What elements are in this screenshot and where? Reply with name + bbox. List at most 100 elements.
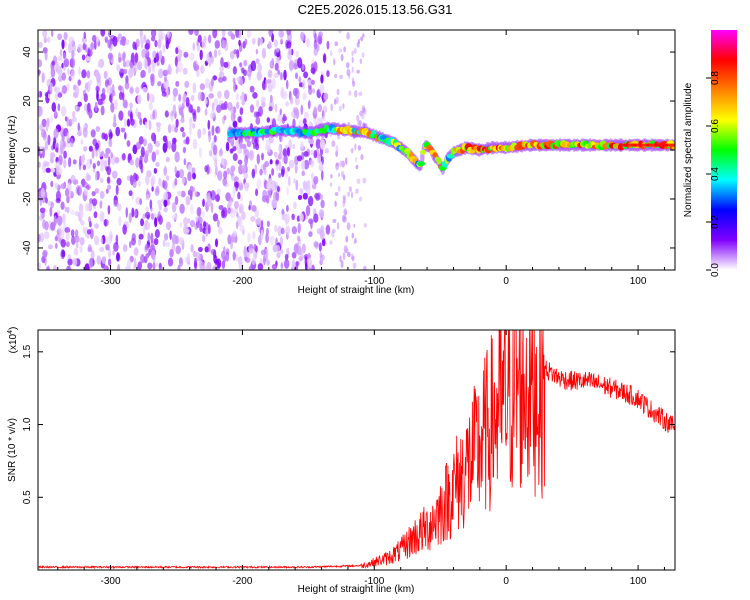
spectrogram-noise-blob xyxy=(166,31,171,39)
spectrogram-noise-blob xyxy=(269,60,274,68)
spectrogram-noise-blob xyxy=(39,232,45,243)
spectrogram-noise-blob xyxy=(338,30,342,34)
spectrogram-noise-blob xyxy=(175,118,179,128)
spectrogram-noise-blob xyxy=(321,155,324,165)
spectrogram-noise-blob xyxy=(59,229,65,239)
spectrogram-noise-blob xyxy=(208,131,211,143)
spectrogram-noise-blob xyxy=(229,210,236,219)
spectrogram-noise-blob xyxy=(283,154,288,165)
spectrogram-noise-blob xyxy=(209,149,213,157)
snr-y-axis: 0.5 1.0 1.5 xyxy=(22,344,675,504)
spectrogram-noise-blob xyxy=(203,35,207,43)
spectrogram-noise-blob xyxy=(112,121,117,128)
chart-title: C2E5.2026.015.13.56.G31 xyxy=(298,2,453,17)
spectrogram-noise-blob xyxy=(249,104,255,113)
spectrogram-noise-blob xyxy=(122,61,127,68)
spectrogram-noise-blob xyxy=(280,72,283,81)
spectrogram-noise-blob xyxy=(197,216,203,225)
spectrogram-noise-blob xyxy=(165,39,169,50)
spectrogram-noise-blob xyxy=(67,68,70,76)
spectrogram-noise-blob xyxy=(138,135,144,145)
spectrogram-noise-blob xyxy=(54,86,58,93)
spectrogram-noise-blob xyxy=(192,138,198,150)
spectrogram-noise-blob xyxy=(298,77,301,84)
spectrogram-noise-blob xyxy=(220,57,224,68)
spectrogram-signal-track xyxy=(227,121,675,175)
spectrogram-noise-blob xyxy=(308,159,315,165)
spectrogram-noise-blob xyxy=(334,192,339,197)
spectrogram-noise-blob xyxy=(180,126,185,133)
spectrogram-noise-blob xyxy=(285,79,289,90)
spectrogram-noise-blob xyxy=(307,99,311,110)
spectrogram-noise-blob xyxy=(174,151,180,163)
spectrogram-noise-blob xyxy=(138,233,144,240)
spectrogram-noise-blob xyxy=(172,95,177,102)
spectrogram-noise-blob xyxy=(144,211,151,219)
spectrogram-noise-blob xyxy=(155,121,162,128)
spectrogram-noise-blob xyxy=(55,164,60,176)
spectrogram-noise-blob xyxy=(220,103,227,110)
spectrogram-noise-blob xyxy=(244,154,249,166)
spectrogram-noise-blob xyxy=(40,187,45,198)
spectrogram-noise-blob xyxy=(233,49,238,55)
spectrogram-noise-blob xyxy=(163,79,169,90)
spectrogram-noise-blob xyxy=(86,203,93,211)
spectrogram-noise-blob xyxy=(43,231,50,240)
spectrogram-noise-blob xyxy=(126,259,132,268)
spectrogram-noise-blob xyxy=(103,70,108,80)
spectrogram-noise-blob xyxy=(162,239,166,248)
spectrogram-noise-blob xyxy=(341,170,345,178)
spectrogram-noise-blob xyxy=(197,128,202,139)
spectrogram-noise-blob xyxy=(141,48,146,59)
spectrogram-noise-blob xyxy=(319,84,325,95)
spectrogram-noise-blob xyxy=(261,101,266,108)
spectrogram-noise-blob xyxy=(105,166,109,172)
colorbar-scale xyxy=(711,30,737,270)
spectrogram-noise-blob xyxy=(70,209,75,216)
spectrogram-noise-blob xyxy=(139,155,143,165)
spectrogram-noise-blob xyxy=(153,238,159,246)
spectrogram-noise-blob xyxy=(362,265,367,270)
spectrogram-noise-blob xyxy=(147,65,152,74)
spectrogram-noise-blob xyxy=(150,175,156,185)
spectrogram-noise-blob xyxy=(100,92,106,101)
spectrogram-noise-blob xyxy=(46,265,50,270)
spectrogram-noise-blob xyxy=(188,116,193,127)
spectrogram-noise-blob xyxy=(215,194,220,202)
spectrogram-noise-blob xyxy=(39,198,43,207)
spectrogram-noise-blob xyxy=(61,39,65,50)
spectrogram-signal-blob xyxy=(379,135,388,141)
spectrogram-noise-blob xyxy=(86,184,91,191)
spectrogram-noise-blob xyxy=(355,188,359,194)
spectrogram-noise-blob xyxy=(255,188,259,197)
spectrogram-noise-blob xyxy=(175,47,179,55)
spectrogram-noise-blob xyxy=(144,243,150,251)
spectrogram-noise-blob xyxy=(60,144,64,155)
spectrogram-noise-blob xyxy=(218,49,221,56)
spectrogram-noise-blob xyxy=(148,248,151,256)
spectrogram-noise-blob xyxy=(278,30,284,38)
spectrogram-noise-blob xyxy=(183,51,189,58)
spectrogram-signal-blob xyxy=(420,149,427,155)
spectrogram-noise-blob xyxy=(256,178,262,190)
spectrogram-noise-blob xyxy=(93,223,100,229)
spectrogram-noise-blob xyxy=(151,151,157,163)
spectrogram-noise-blob xyxy=(292,143,296,150)
spectrogram-noise-blob xyxy=(271,264,278,270)
spectrogram-noise-blob xyxy=(190,244,194,253)
spectrogram-noise-blob xyxy=(192,250,197,258)
spectrogram-noise-blob xyxy=(72,159,77,165)
spectrogram-noise-blob xyxy=(96,255,102,265)
spectrogram-noise-blob xyxy=(196,69,200,77)
spectrogram-noise-blob xyxy=(353,239,356,245)
spectrogram-noise-blob xyxy=(288,139,293,151)
snr-x-tick-label: -100 xyxy=(364,576,384,587)
spectrogram-noise-blob xyxy=(353,47,357,54)
spectrogram-signal-blob xyxy=(432,152,438,158)
spectrogram-noise-blob xyxy=(255,116,261,125)
spectrogram-noise-blob xyxy=(310,79,315,85)
spectrogram-noise-blob xyxy=(334,200,337,208)
spectrogram-noise-blob xyxy=(96,160,101,167)
spectrogram-noise-blob xyxy=(239,141,243,149)
spectrogram-noise-blob xyxy=(101,256,107,265)
